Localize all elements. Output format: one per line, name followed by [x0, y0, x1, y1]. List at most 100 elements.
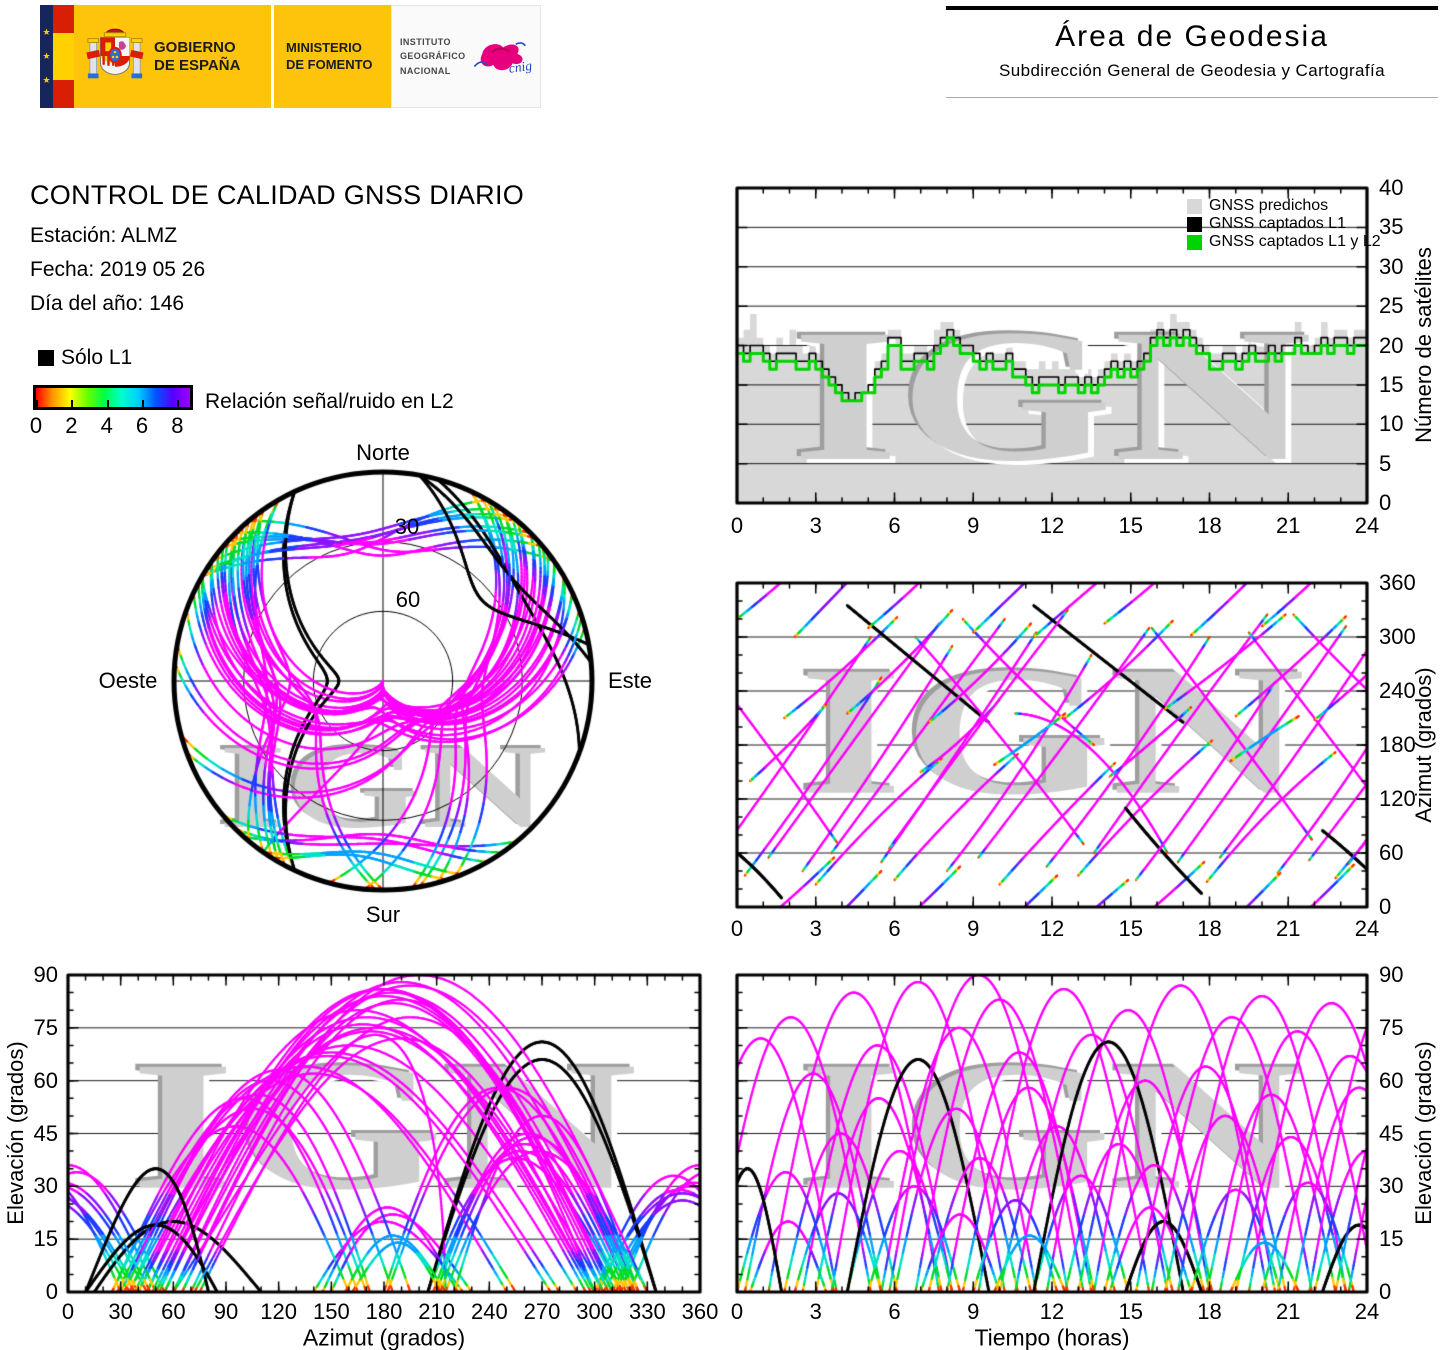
tick-label: 15	[33, 1226, 58, 1252]
tick-label: 15	[1118, 1299, 1143, 1324]
axis-title-azimut-y: Azimut (grados)	[1411, 667, 1436, 823]
instituto-text: INSTITUTO GEOGRÁFICO NACIONAL	[400, 36, 466, 76]
doy-line: Día del año: 146	[30, 292, 185, 315]
government-banner: ★ ★ ★	[40, 5, 541, 108]
ministerio-line2: DE FOMENTO	[286, 56, 373, 72]
tick-label: 360	[1379, 570, 1416, 595]
flag-yellow-band	[53, 32, 74, 81]
tick-label: 6	[135, 413, 149, 438]
area-header: Área de Geodesia Subdirección General de…	[946, 6, 1438, 98]
tick-label: 0	[730, 1299, 744, 1324]
gobierno-text: GOBIERNO DE ESPAÑA	[154, 39, 240, 75]
tick-label: 18	[1197, 513, 1222, 538]
tick-label: 30	[1379, 253, 1404, 279]
tick-label: 3	[809, 1299, 822, 1324]
spain-coat-of-arms-icon	[86, 23, 144, 78]
gobierno-line1: GOBIERNO	[154, 38, 236, 56]
gobierno-line2: DE ESPAÑA	[154, 56, 241, 74]
tick-label: 90	[1379, 962, 1404, 987]
legend-item-captados-l1: GNSS captados L1	[1187, 215, 1346, 233]
tick-label: 9	[967, 513, 980, 538]
eu-stars-strip: ★ ★ ★	[40, 5, 53, 108]
tick-label: 75	[33, 1014, 58, 1040]
tick-label: 30	[108, 1299, 133, 1324]
ign-block: INSTITUTO GEOGRÁFICO NACIONAL cnig	[391, 5, 541, 108]
star-icon: ★	[42, 51, 51, 61]
tick-label: 210	[418, 1299, 456, 1324]
tick-label: 6	[888, 1299, 901, 1324]
axis-title-tiempo-x: Tiempo (horas)	[974, 1324, 1130, 1350]
tick-label: 0	[1379, 894, 1392, 919]
page-title: CONTROL DE CALIDAD GNSS DIARIO	[30, 180, 525, 210]
colorbar-tick	[177, 400, 180, 407]
tick-label: 5	[1379, 450, 1392, 476]
tick-label: 20	[1379, 332, 1404, 358]
tick-label: 24	[1354, 513, 1380, 538]
tick-label: 6	[888, 916, 901, 941]
tick-label: 90	[33, 962, 58, 987]
tick-label: 0	[1379, 490, 1392, 515]
tick-label: 10	[1379, 411, 1404, 437]
date-line: Fecha: 2019 05 26	[30, 258, 206, 281]
tick-label: 60	[1379, 840, 1404, 865]
spain-flag-strip	[53, 5, 74, 108]
tick-label: 15	[1118, 916, 1143, 941]
tick-label: 21	[1276, 513, 1301, 538]
tick-label: 21	[1276, 916, 1301, 941]
tick-label: 18	[1197, 1299, 1222, 1324]
tick-label: 18	[1197, 916, 1222, 941]
tick-label: 2	[65, 413, 78, 438]
tick-label: 270	[523, 1299, 561, 1324]
tick-label: 45	[33, 1120, 58, 1146]
tick-label: 12	[1039, 513, 1065, 538]
tick-label: 40	[1379, 175, 1404, 200]
axis-title-num-satelites: Número de satélites	[1411, 247, 1436, 443]
tick-label: 24	[1354, 916, 1380, 941]
axis-title-elevacion-right: Elevación (grados)	[1411, 1041, 1436, 1225]
area-title: Área de Geodesia	[1055, 20, 1329, 53]
tick-label: 330	[628, 1299, 666, 1324]
tick-label: 15	[1379, 371, 1404, 397]
tick-label: 45	[1379, 1120, 1404, 1146]
tick-label: 60	[161, 1299, 186, 1324]
tick-label: 180	[1379, 732, 1416, 757]
solo-l1-legend: Sólo L1	[38, 346, 132, 370]
tick-label: 35	[1379, 214, 1404, 240]
snr-colorbar-label: Relación señal/ruido en L2	[205, 390, 454, 413]
tick-label: 15	[1118, 513, 1143, 538]
station-line: Estación: ALMZ	[30, 224, 178, 247]
tick-label: 30	[1379, 1173, 1404, 1199]
axis-title-elevacion-left: Elevación (grados)	[3, 1041, 28, 1225]
area-subtitle: Subdirección General de Geodesia y Carto…	[999, 61, 1385, 80]
tick-label: 8	[171, 413, 184, 438]
colorbar-tick	[71, 400, 74, 407]
tick-label: 0	[61, 1299, 75, 1324]
spain-eu-flag: ★ ★ ★	[40, 5, 74, 108]
skyplot-label-south: Sur	[365, 902, 401, 927]
tick-label: 180	[365, 1299, 403, 1324]
tick-label: 60	[1379, 1067, 1404, 1093]
tick-label: 0	[730, 916, 744, 941]
tick-label: 30	[33, 1173, 58, 1199]
legend-swatch-captados-l1-l2	[1187, 234, 1202, 250]
tick-label: 9	[967, 916, 980, 941]
legend-item-captados-l1-l2: GNSS captados L1 y L2	[1187, 233, 1381, 251]
skyplot-label-east: Este	[607, 668, 653, 693]
black-square-icon	[38, 350, 54, 366]
skyplot-label-west: Oeste	[98, 668, 158, 693]
legend-item-predichos: GNSS predichos	[1187, 197, 1328, 215]
tick-label: 240	[1379, 678, 1416, 703]
snr-colorbar	[33, 385, 193, 410]
tick-label: 60	[33, 1067, 58, 1093]
tick-label: 9	[967, 1299, 980, 1324]
tick-label: 0	[29, 413, 43, 438]
axis-title-azimut-x: Azimut (grados)	[302, 1324, 466, 1350]
skyplot-ring-label-60: 60	[395, 587, 421, 612]
ministerio-line1: MINISTERIO	[286, 40, 362, 56]
tick-label: 300	[576, 1299, 614, 1324]
tick-label: 3	[809, 513, 822, 538]
solo-l1-label: Sólo L1	[61, 346, 133, 369]
tick-label: 300	[1379, 624, 1416, 649]
